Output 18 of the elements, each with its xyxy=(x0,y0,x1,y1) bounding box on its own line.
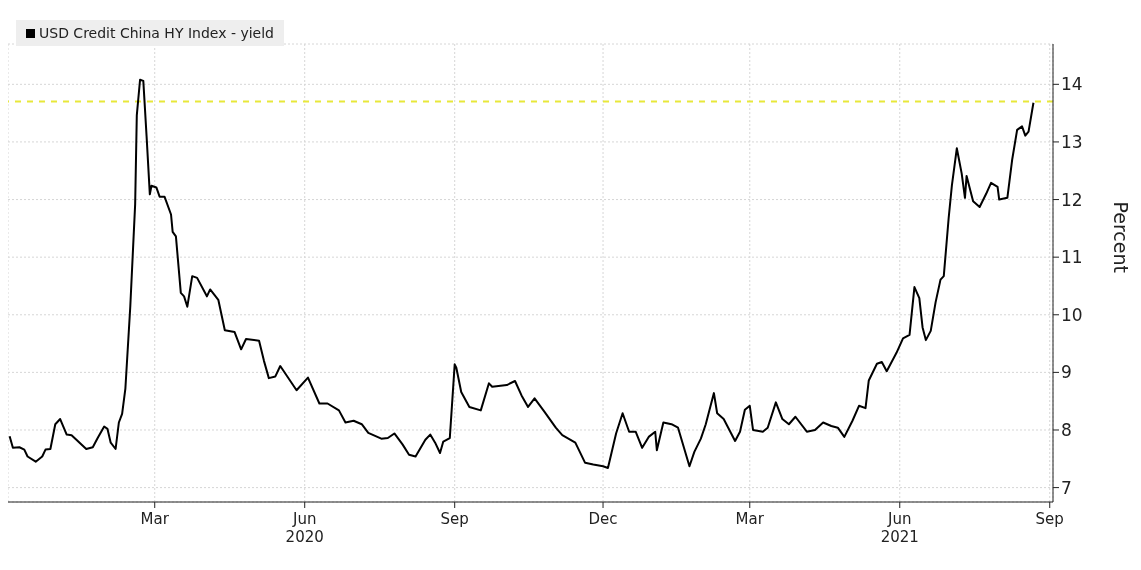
y-tick-label: 11 xyxy=(1061,247,1083,268)
x-tick-label: Jun 2020 xyxy=(285,510,324,546)
x-tick-label: Sep xyxy=(1035,510,1064,528)
y-tick-label: 8 xyxy=(1061,420,1072,441)
y-tick-label: 9 xyxy=(1061,362,1072,383)
line-series xyxy=(8,78,1035,470)
x-tick-label: Mar xyxy=(140,510,170,528)
y-tick-label: 14 xyxy=(1061,74,1083,95)
x-tick-label: Sep xyxy=(440,510,469,528)
y-tick-label: 12 xyxy=(1061,189,1083,210)
y-tick-label: 13 xyxy=(1061,131,1083,152)
y-axis-title: Percent xyxy=(1110,201,1133,273)
legend-label: USD Credit China HY Index - yield xyxy=(39,25,274,41)
y-tick-label: 10 xyxy=(1061,304,1083,325)
y-tick-label: 7 xyxy=(1061,477,1072,498)
x-tick-label: Jun 2021 xyxy=(880,510,919,546)
x-tick-label: Dec xyxy=(588,510,618,528)
x-tick-label: Mar xyxy=(735,510,765,528)
